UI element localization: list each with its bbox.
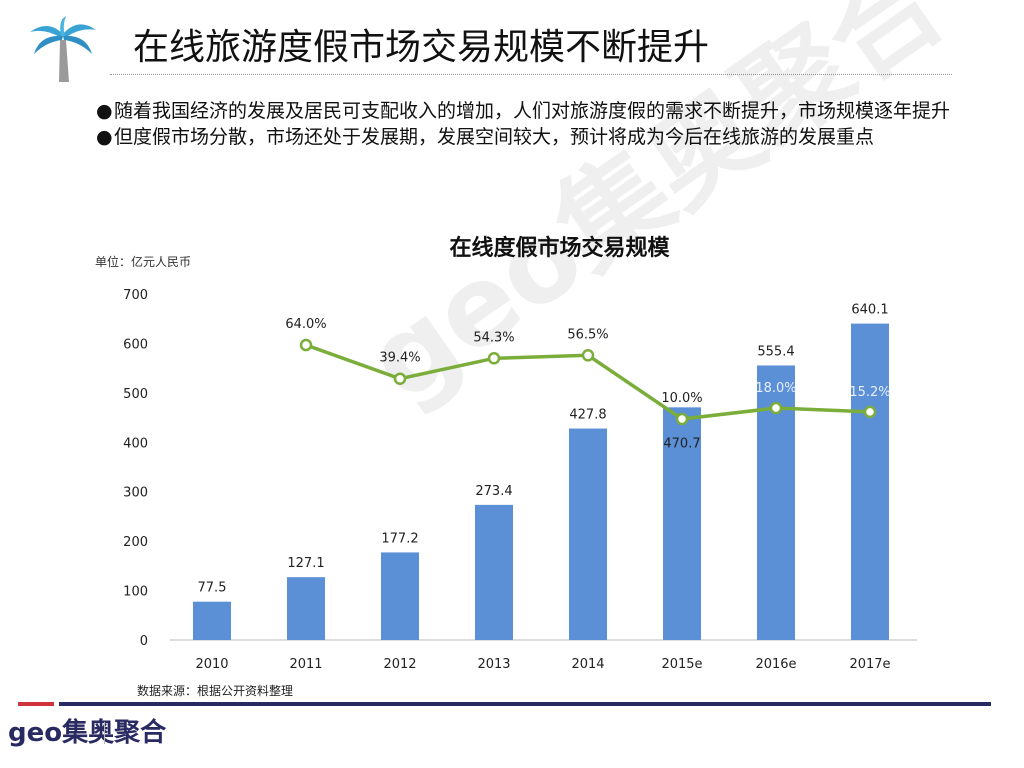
growth-label: 64.0%	[285, 317, 326, 332]
page-title: 在线旅游度假市场交易规模不断提升	[133, 27, 710, 68]
bar-value-label: 177.2	[381, 531, 418, 546]
y-tick-label: 500	[123, 387, 148, 402]
bar	[475, 504, 513, 640]
growth-point	[581, 349, 595, 362]
y-tick-label: 100	[123, 585, 148, 600]
unit-label: 单位：亿元人民币	[95, 255, 192, 269]
bar-value-label: 273.4	[475, 484, 512, 499]
bar	[287, 577, 325, 640]
growth-label: 56.5%	[567, 327, 608, 342]
bar	[569, 428, 607, 640]
growth-label: 15.2%	[849, 385, 890, 400]
y-tick-label: 0	[140, 634, 148, 649]
bar-value-label: 77.5	[198, 581, 227, 596]
growth-point	[863, 405, 877, 419]
x-tick-label: 2016e	[755, 657, 796, 672]
bar	[381, 552, 419, 640]
palm-tree-logo	[30, 16, 96, 82]
title-divider	[110, 74, 952, 75]
bar-value-label: 427.8	[569, 408, 606, 423]
y-tick-label: 400	[123, 436, 148, 451]
y-tick-label: 600	[123, 337, 148, 352]
x-tick-label: 2014	[571, 657, 604, 672]
bar-value-label: 470.7	[663, 436, 700, 451]
source-note: 数据来源：根据公开资料整理	[137, 684, 294, 698]
growth-point	[769, 401, 783, 415]
bar	[851, 323, 889, 640]
growth-point	[675, 412, 689, 426]
footer-accent-red	[18, 702, 54, 706]
x-tick-label: 2017e	[849, 657, 890, 672]
x-tick-label: 2015e	[661, 657, 702, 672]
bar-value-label: 555.4	[757, 344, 794, 359]
bullet-item: ● 随着我国经济的发展及居民可支配收入的增加，人们对旅游度假的需求不断提升，市场规…	[96, 100, 951, 122]
growth-point	[487, 352, 501, 365]
growth-label: 39.4%	[379, 351, 420, 366]
y-tick-label: 200	[123, 535, 148, 550]
x-tick-label: 2012	[383, 657, 416, 672]
x-tick-label: 2011	[289, 657, 322, 672]
growth-label: 54.3%	[473, 330, 514, 345]
growth-point	[299, 338, 313, 352]
bullet-item: ● 但度假市场分散，市场还处于发展期，发展空间较大，预计将成为今后在线旅游的发展重…	[96, 126, 875, 148]
bullet-list: ● 随着我国经济的发展及居民可支配收入的增加，人们对旅游度假的需求不断提升，市场规…	[96, 98, 986, 150]
growth-point	[393, 372, 407, 385]
bar	[663, 407, 701, 640]
x-tick-label: 2013	[477, 657, 510, 672]
growth-label: 10.0%	[661, 391, 702, 406]
y-tick-label: 300	[123, 486, 148, 501]
company-logo: geo集奥聚合	[8, 718, 167, 748]
bar-value-label: 127.1	[287, 556, 324, 571]
growth-label: 18.0%	[755, 381, 796, 396]
chart-title: 在线度假市场交易规模	[449, 236, 670, 261]
bar-value-label: 640.1	[851, 303, 888, 318]
y-tick-label: 700	[123, 288, 148, 303]
footer-rule	[59, 702, 991, 706]
bullet-text: 但度假市场分散，市场还处于发展期，发展空间较大，预计将成为今后在线旅游的发展重点	[114, 126, 875, 148]
x-tick-label: 2010	[195, 657, 228, 672]
logo-divider	[104, 722, 105, 744]
bar	[193, 601, 231, 640]
bullet-text: 随着我国经济的发展及居民可支配收入的增加，人们对旅游度假的需求不断提升，市场规模…	[114, 100, 951, 122]
